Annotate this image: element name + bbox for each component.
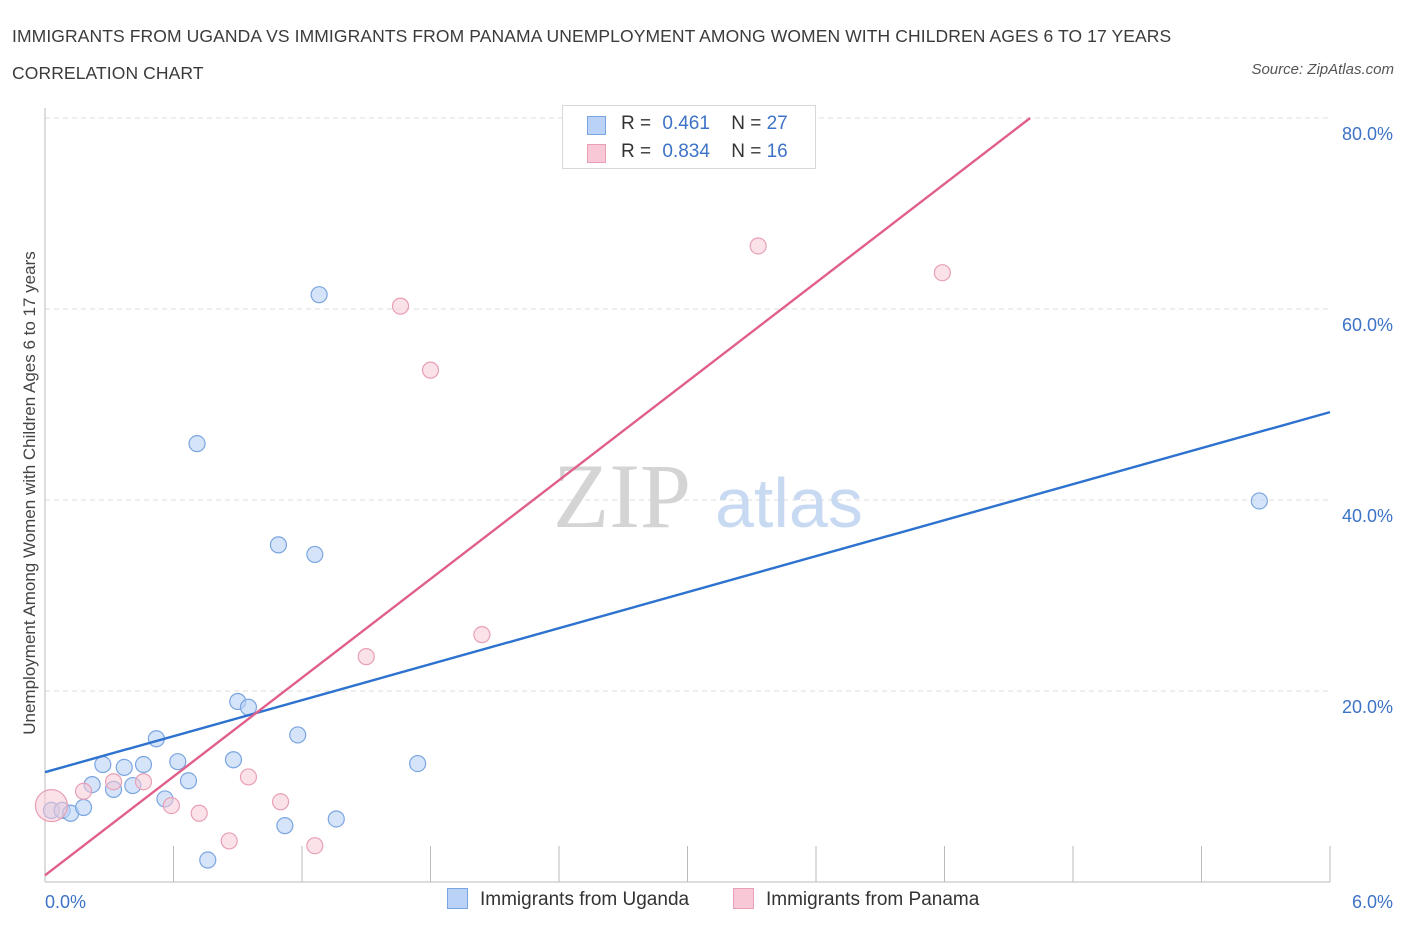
- uganda-point: [94, 755, 112, 774]
- legend-r-label: R =: [621, 141, 652, 162]
- panama-point: [34, 788, 69, 823]
- y-tick-label: 60.0%: [1342, 315, 1393, 335]
- watermark-atlas: atlas: [715, 464, 863, 542]
- legend-n-label: N =: [731, 113, 762, 134]
- panama-point: [357, 648, 375, 666]
- uganda-point: [169, 753, 187, 771]
- uganda-point: [409, 754, 427, 773]
- uganda-point: [289, 726, 307, 744]
- panama-point: [391, 297, 410, 315]
- legend-n-value: 27: [766, 113, 788, 134]
- bottom-legend-label-panama: Immigrants from Panama: [766, 889, 980, 910]
- trend-lines: [44, 117, 1331, 877]
- uganda-point: [276, 817, 294, 835]
- uganda-point: [269, 536, 288, 554]
- y-tick-label: 80.0%: [1342, 124, 1393, 144]
- legend-r-value: 0.461: [662, 113, 710, 134]
- legend-r-label: R =: [621, 113, 652, 134]
- bottom-legend-swatch-panama: [733, 888, 754, 909]
- correlation-legend: R = 0.461 N = 27 R = 0.834 N = 16: [562, 105, 816, 169]
- uganda-point: [115, 758, 133, 777]
- bottom-legend-label-uganda: Immigrants from Uganda: [480, 889, 690, 910]
- watermark: ZIP atlas: [553, 445, 863, 547]
- panama-point: [271, 793, 290, 811]
- bottom-legend-swatch-uganda: [447, 888, 468, 909]
- uganda-point: [134, 755, 153, 774]
- bottom-legend-uganda: Immigrants from Uganda: [447, 888, 689, 911]
- uganda-point: [224, 751, 243, 769]
- axes: [44, 108, 1331, 883]
- legend-n-value: 16: [766, 141, 788, 162]
- series-uganda-points: [42, 286, 1268, 869]
- x-tick-label: 6.0%: [1352, 892, 1393, 912]
- uganda-point: [188, 435, 206, 453]
- uganda-point: [74, 798, 93, 817]
- chart-title: IMMIGRANTS FROM UGANDA VS IMMIGRANTS FRO…: [12, 26, 1172, 83]
- x-tick-labels: 0.0% 6.0%: [45, 892, 1393, 912]
- y-tick-label: 40.0%: [1342, 506, 1393, 526]
- legend-r-value: 0.834: [662, 141, 710, 162]
- y-tick-label: 20.0%: [1342, 697, 1393, 717]
- uganda-point: [310, 286, 328, 304]
- panama-point: [239, 768, 258, 786]
- panama-trend-line: [44, 117, 1031, 877]
- panama-point: [421, 361, 440, 379]
- panama-point: [473, 626, 491, 644]
- legend-swatch-panama: [587, 144, 606, 163]
- panama-point: [74, 782, 93, 800]
- source-label: Source: ZipAtlas.com: [1251, 61, 1394, 78]
- uganda-point: [179, 772, 198, 790]
- panama-point: [134, 773, 153, 791]
- panama-point: [220, 832, 238, 850]
- legend-swatch-uganda: [587, 116, 606, 135]
- watermark-zip: ZIP: [553, 445, 691, 547]
- panama-point: [933, 264, 951, 282]
- panama-point: [162, 796, 180, 815]
- bottom-legend-panama: Immigrants from Panama: [733, 888, 979, 911]
- x-tick-label: 0.0%: [45, 892, 86, 912]
- panama-point: [306, 837, 324, 855]
- uganda-point: [199, 851, 217, 869]
- panama-point: [749, 237, 767, 255]
- uganda-point: [327, 810, 345, 828]
- panama-point: [104, 773, 123, 791]
- uganda-point: [306, 545, 324, 564]
- series-panama-points: [34, 237, 951, 855]
- y-axis-label: Unemployment Among Women with Children A…: [20, 251, 39, 735]
- legend-n-label: N =: [731, 141, 762, 162]
- gridlines: [45, 117, 1330, 692]
- y-tick-labels: 20.0% 40.0% 60.0% 80.0%: [1342, 124, 1393, 717]
- panama-point: [190, 804, 208, 822]
- uganda-point: [1250, 492, 1268, 510]
